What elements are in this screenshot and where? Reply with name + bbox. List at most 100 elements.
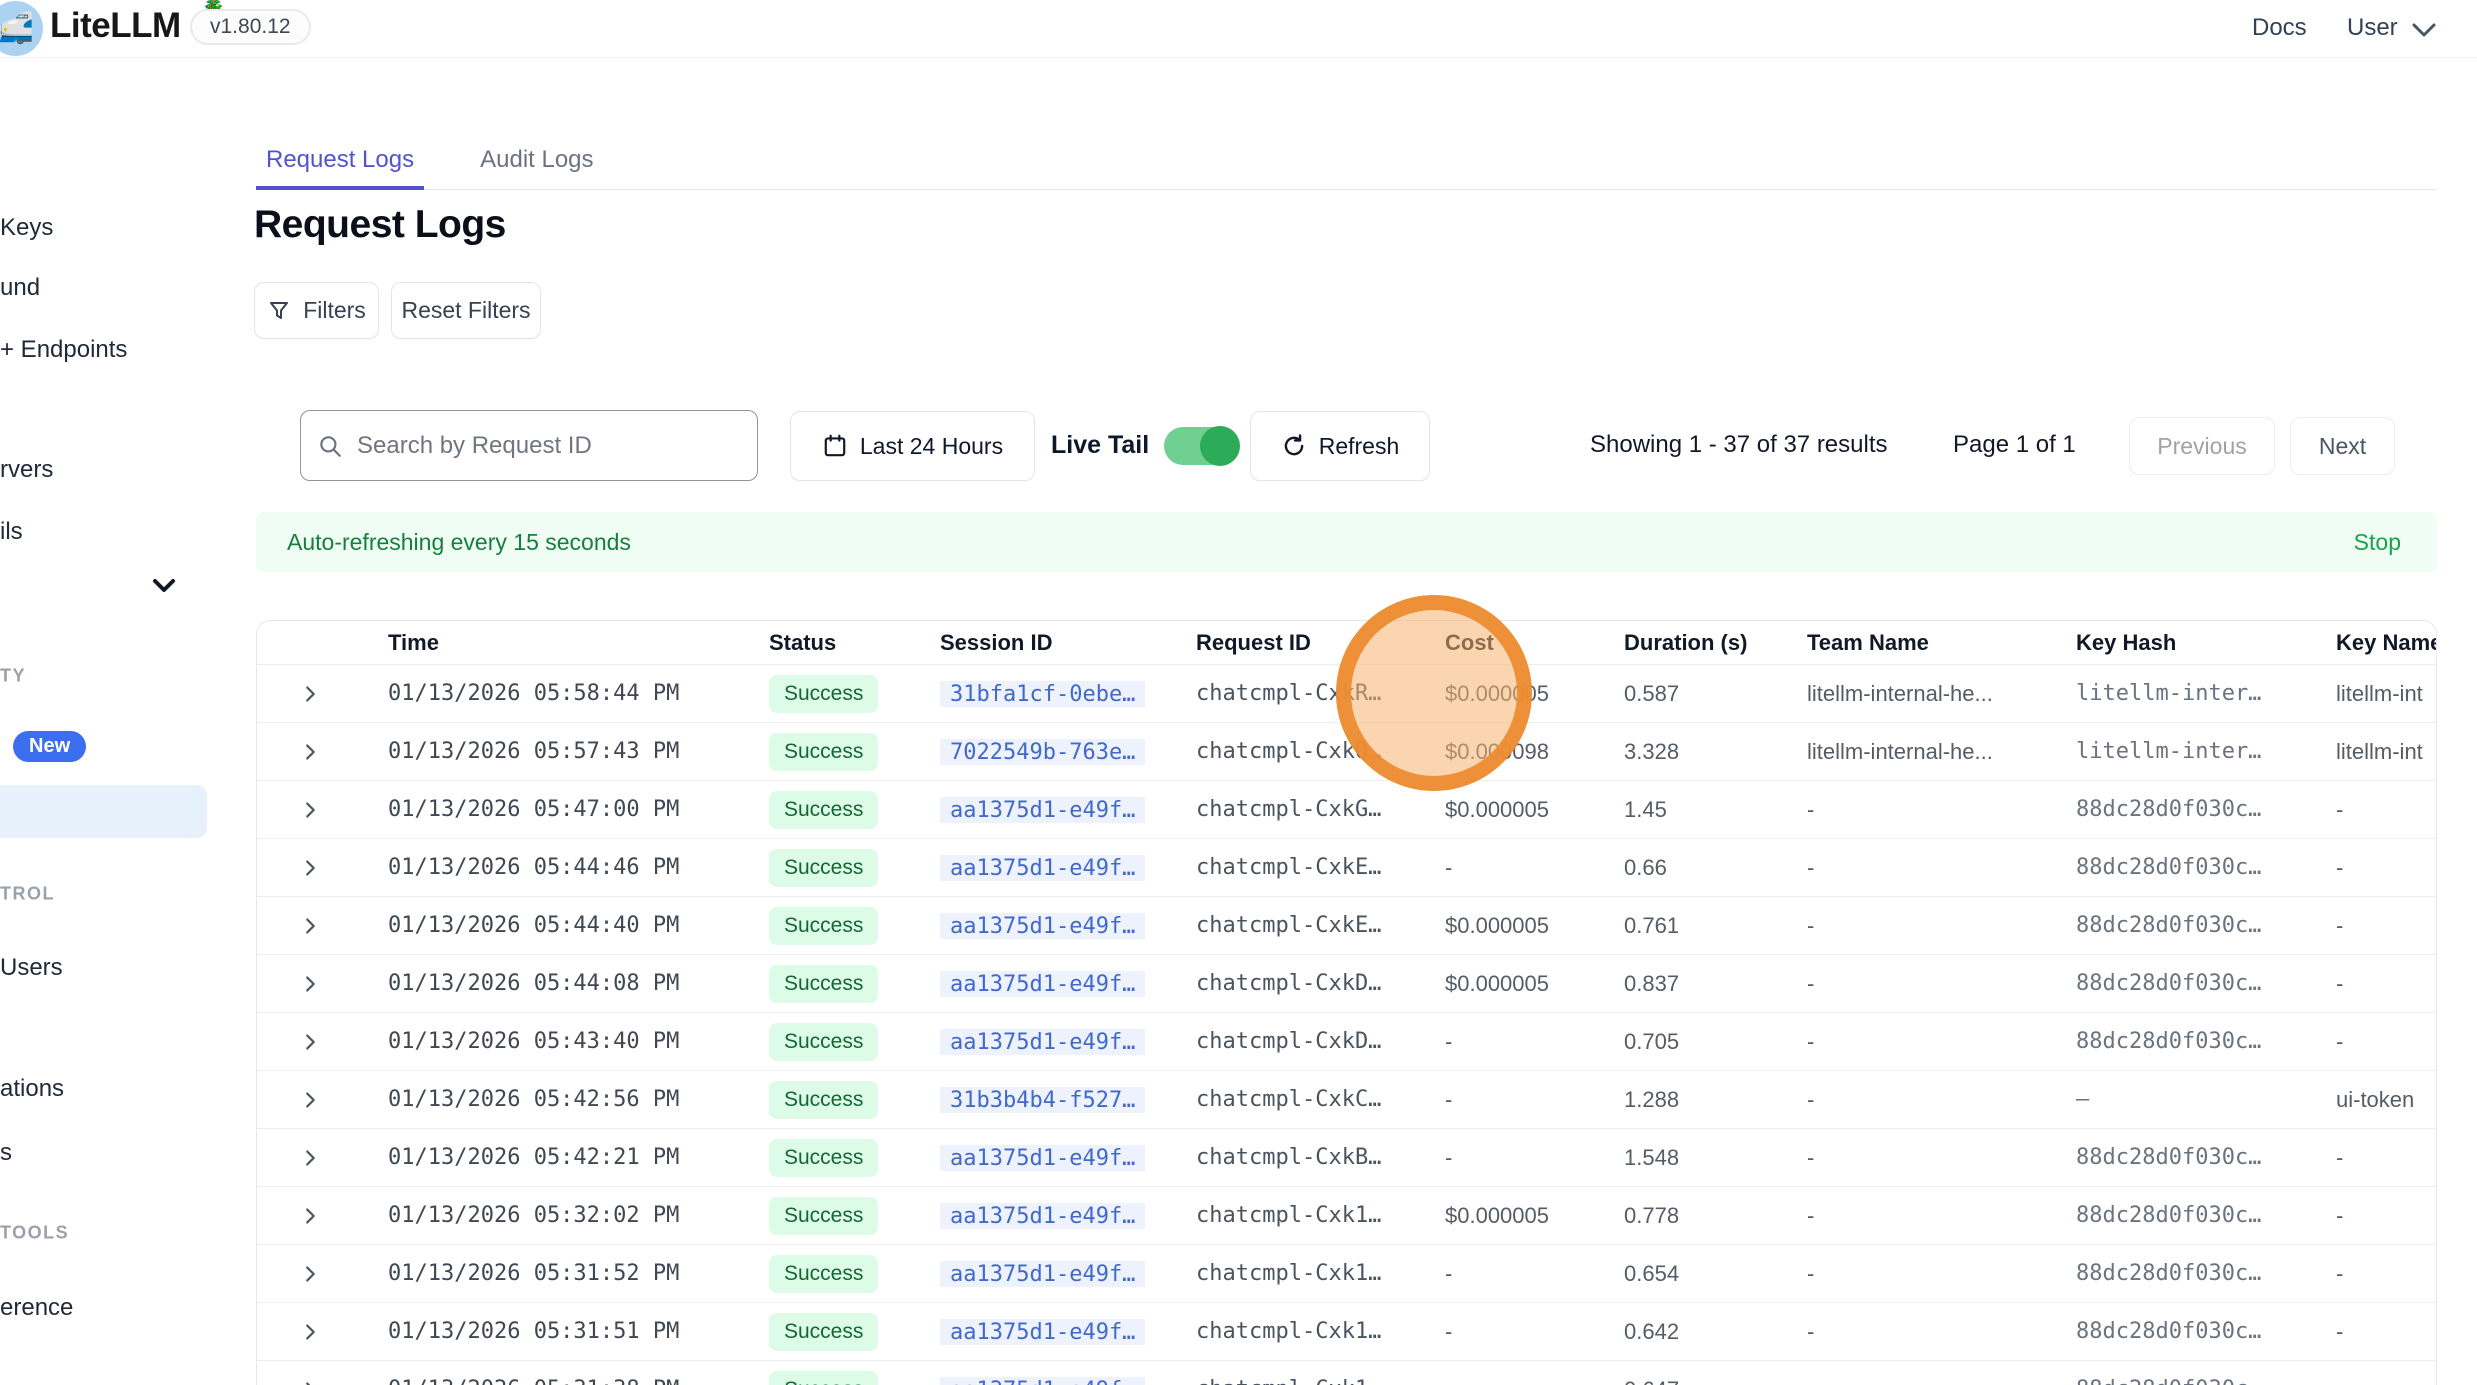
- cost-cell: -: [1445, 1318, 1453, 1344]
- time-cell: 01/13/2026 05:31:38 PM: [388, 1377, 769, 1385]
- sidebar-item-keys[interactable]: Keys: [0, 214, 54, 241]
- new-badge: New: [13, 731, 87, 762]
- key-name-cell: -: [2336, 1377, 2436, 1385]
- session-id-link[interactable]: 7022549b-763e…: [940, 738, 1146, 765]
- session-id-link[interactable]: 31b3b4b4-f527…: [940, 1086, 1146, 1113]
- docs-link[interactable]: Docs: [2252, 14, 2307, 41]
- session-id-link[interactable]: aa1375d1-e49f…: [940, 1318, 1146, 1345]
- calendar-icon: [824, 434, 846, 457]
- tab-request-logs[interactable]: Request Logs: [256, 135, 425, 190]
- session-id-link[interactable]: aa1375d1-e49f…: [940, 1202, 1146, 1229]
- expand-row-chevron-icon[interactable]: [299, 1031, 321, 1053]
- live-tail-toggle[interactable]: [1164, 426, 1240, 466]
- key-hash-cell: 88dc28d0f030c…: [2076, 1145, 2262, 1170]
- table-row: 01/13/2026 05:31:52 PM Success aa1375d1-…: [257, 1244, 2436, 1302]
- reset-filters-button[interactable]: Reset Filters: [391, 282, 541, 339]
- sidebar-item-guardrails[interactable]: ils: [0, 518, 23, 545]
- expand-row-chevron-icon[interactable]: [299, 915, 321, 937]
- stop-auto-refresh-button[interactable]: Stop: [2353, 528, 2401, 555]
- cost-cell: $0.000005: [1445, 912, 1549, 938]
- time-cell: 01/13/2026 05:44:46 PM: [388, 855, 680, 880]
- team-name-cell: -: [1807, 1202, 1815, 1228]
- chevron-down-icon[interactable]: [2410, 21, 2438, 39]
- status-cell: Success: [769, 1370, 940, 1385]
- reset-filters-label: Reset Filters: [401, 297, 531, 323]
- expand-row-chevron-icon[interactable]: [299, 799, 321, 821]
- user-menu[interactable]: User: [2347, 14, 2398, 41]
- session-id-link[interactable]: aa1375d1-e49f…: [940, 1028, 1146, 1055]
- expand-row-chevron-icon[interactable]: [299, 741, 321, 763]
- session-id-cell: aa1375d1-e49f…: [940, 1028, 1196, 1055]
- session-id-link[interactable]: aa1375d1-e49f…: [940, 1376, 1146, 1385]
- tab-audit-logs[interactable]: Audit Logs: [480, 146, 594, 173]
- request-id-cell: chatcmpl-CxkG…: [1196, 797, 1382, 822]
- expand-row-chevron-icon[interactable]: [299, 1089, 321, 1111]
- duration-cell: 0.66: [1624, 854, 1667, 880]
- time-cell: 01/13/2026 05:44:08 PM: [388, 971, 680, 996]
- table-row: 01/13/2026 05:57:43 PM Success 7022549b-…: [257, 722, 2436, 780]
- sidebar-item-logs-selected[interactable]: [0, 785, 207, 838]
- time-cell: 01/13/2026 05:58:44 PM: [388, 681, 680, 706]
- auto-refresh-banner: Auto-refreshing every 15 seconds Stop: [256, 512, 2437, 572]
- table-row: 01/13/2026 05:31:51 PM Success aa1375d1-…: [257, 1302, 2436, 1360]
- sidebar-item-servers[interactable]: rvers: [0, 456, 54, 483]
- results-summary: Showing 1 - 37 of 37 results: [1590, 431, 1888, 458]
- status-badge: Success: [769, 732, 879, 771]
- session-id-link[interactable]: aa1375d1-e49f…: [940, 1144, 1146, 1171]
- request-id-cell: chatcmpl-CxkQ…: [1196, 739, 1382, 764]
- expand-row-chevron-icon[interactable]: [299, 1263, 321, 1285]
- sidebar-item-organizations[interactable]: ations: [0, 1075, 65, 1102]
- time-cell: 01/13/2026 05:32:02 PM: [388, 1203, 680, 1228]
- sidebar-item-internal-users[interactable]: Users: [0, 954, 63, 981]
- status-badge: Success: [769, 906, 879, 945]
- team-name-cell: -: [1807, 1377, 2076, 1385]
- time-cell: 01/13/2026 05:57:43 PM: [388, 739, 680, 764]
- sidebar-section-tools: TOOLS: [0, 1222, 70, 1243]
- team-name-cell: -: [1807, 970, 1815, 996]
- expand-row-chevron-icon[interactable]: [299, 683, 321, 705]
- refresh-icon: [1284, 434, 1304, 456]
- team-name-cell: -: [1807, 1028, 1815, 1054]
- date-range-label: Last 24 Hours: [859, 432, 1004, 459]
- status-cell: Success: [769, 1022, 940, 1061]
- duration-cell: 3.328: [1624, 738, 1680, 764]
- session-id-link[interactable]: aa1375d1-e49f…: [940, 1260, 1146, 1287]
- expand-row-chevron-icon[interactable]: [299, 973, 321, 995]
- next-page-button[interactable]: Next: [2290, 417, 2395, 475]
- session-id-link[interactable]: aa1375d1-e49f…: [940, 796, 1146, 823]
- table-row: 01/13/2026 05:44:46 PM Success aa1375d1-…: [257, 838, 2436, 896]
- session-id-link[interactable]: aa1375d1-e49f…: [940, 970, 1146, 997]
- sidebar-item-playground[interactable]: und: [0, 274, 41, 301]
- team-name-cell: -: [1807, 1086, 1815, 1112]
- duration-cell: 0.778: [1624, 1202, 1680, 1228]
- time-cell: 01/13/2026 05:44:40 PM: [388, 913, 680, 938]
- sidebar-item-teams[interactable]: s: [0, 1139, 12, 1166]
- sidebar-item-api-reference[interactable]: erence: [0, 1294, 74, 1321]
- session-id-cell: 7022549b-763e…: [940, 738, 1196, 765]
- filters-button[interactable]: Filters: [254, 282, 379, 339]
- expand-row-chevron-icon[interactable]: [299, 1379, 321, 1385]
- search-input[interactable]: [357, 431, 717, 460]
- session-id-link[interactable]: aa1375d1-e49f…: [940, 854, 1146, 881]
- session-id-cell: aa1375d1-e49f…: [940, 796, 1196, 823]
- expand-row-chevron-icon[interactable]: [299, 857, 321, 879]
- session-id-link[interactable]: 31bfa1cf-0ebe…: [940, 680, 1146, 707]
- live-tail-label: Live Tail: [1051, 431, 1150, 459]
- expand-row-chevron-icon[interactable]: [299, 1147, 321, 1169]
- sidebar-item-models-endpoints[interactable]: + Endpoints: [0, 336, 128, 363]
- cost-cell: $0.000005: [1445, 680, 1549, 706]
- expand-row-chevron-icon[interactable]: [299, 1321, 321, 1343]
- key-hash-cell: 88dc28d0f030c…: [2076, 855, 2262, 880]
- date-range-button[interactable]: Last 24 Hours: [790, 411, 1035, 481]
- table-row: 01/13/2026 05:58:44 PM Success 31bfa1cf-…: [257, 664, 2436, 722]
- previous-page-button[interactable]: Previous: [2129, 417, 2275, 475]
- request-id-cell: chatcmpl-CxkD…: [1196, 971, 1382, 996]
- refresh-button[interactable]: Refresh: [1250, 411, 1430, 481]
- funnel-icon: [270, 301, 289, 319]
- cost-cell: $0.000005: [1445, 970, 1549, 996]
- key-hash-cell: 88dc28d0f030c…: [2076, 1319, 2262, 1344]
- sidebar-collapse-chevron-icon[interactable]: [150, 576, 178, 596]
- session-id-link[interactable]: aa1375d1-e49f…: [940, 912, 1146, 939]
- brand-title: LiteLLM: [50, 6, 181, 45]
- expand-row-chevron-icon[interactable]: [299, 1205, 321, 1227]
